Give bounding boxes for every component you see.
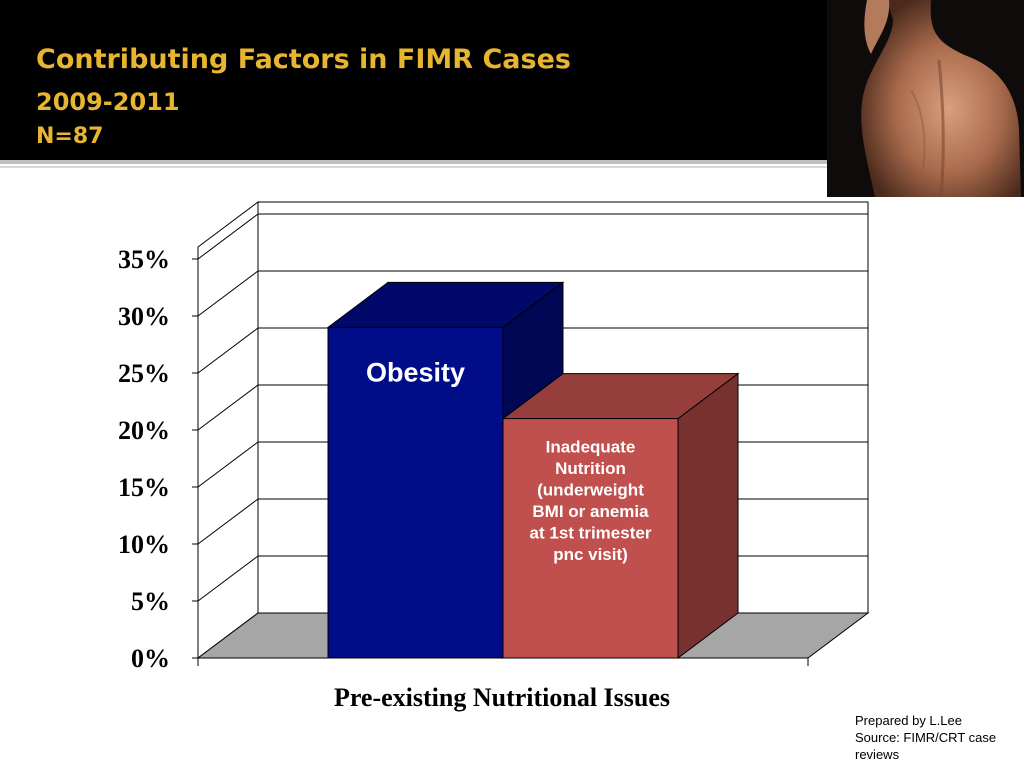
header-divider-thin <box>0 166 1024 168</box>
y-tick-label: 5% <box>131 587 170 616</box>
y-tick-label: 10% <box>118 530 170 559</box>
gridline-side <box>197 384 259 431</box>
slide-title: Contributing Factors in FIMR Cases <box>36 44 571 75</box>
gridline-side <box>197 441 259 488</box>
chart-bars <box>326 281 740 659</box>
bare-back-photo-icon <box>827 0 1024 197</box>
y-tick-label: 25% <box>118 359 170 388</box>
gridline-side <box>197 270 259 317</box>
side-wall <box>197 201 259 659</box>
y-tick-label: 15% <box>118 473 170 502</box>
bar-label: at 1st trimester <box>530 524 652 543</box>
bar <box>502 418 679 659</box>
bar-side <box>677 372 739 659</box>
bar-label: BMI or anemia <box>532 502 649 521</box>
bar-labels: Obesity Inadequate Nutrition (underweight BM… <box>366 357 652 564</box>
prepared-by-text: Prepared by L.Lee <box>855 713 962 728</box>
y-tick-label: 0% <box>131 644 170 673</box>
header-divider <box>0 160 1024 164</box>
y-tick-label: 35% <box>118 245 170 274</box>
bar-label: (underweight <box>537 481 644 500</box>
bar-label: Nutrition <box>555 459 626 478</box>
gridline-side <box>197 327 259 374</box>
slide-subtitle-years: 2009-2011 <box>36 88 180 116</box>
x-axis-label: Pre-existing Nutritional Issues <box>334 683 670 712</box>
y-tick-label: 20% <box>118 416 170 445</box>
gridline-side <box>197 213 259 260</box>
y-tick-labels: 0% 5% 10% 15% 20% 25% 30% 35% <box>118 245 170 673</box>
source-text: Source: FIMR/CRT case reviews <box>855 730 997 762</box>
source-note: Prepared by L.Lee Source: FIMR/CRT case … <box>855 712 1020 763</box>
gridline-side <box>197 555 259 602</box>
y-tick-label: 30% <box>118 302 170 331</box>
bar-label: pnc visit) <box>553 545 628 564</box>
gridline-side <box>197 498 259 545</box>
bar-label: Inadequate <box>546 438 636 457</box>
slide-subtitle-sample-size: N=87 <box>36 124 104 149</box>
bar <box>327 326 504 659</box>
bar-label: Obesity <box>366 357 465 387</box>
